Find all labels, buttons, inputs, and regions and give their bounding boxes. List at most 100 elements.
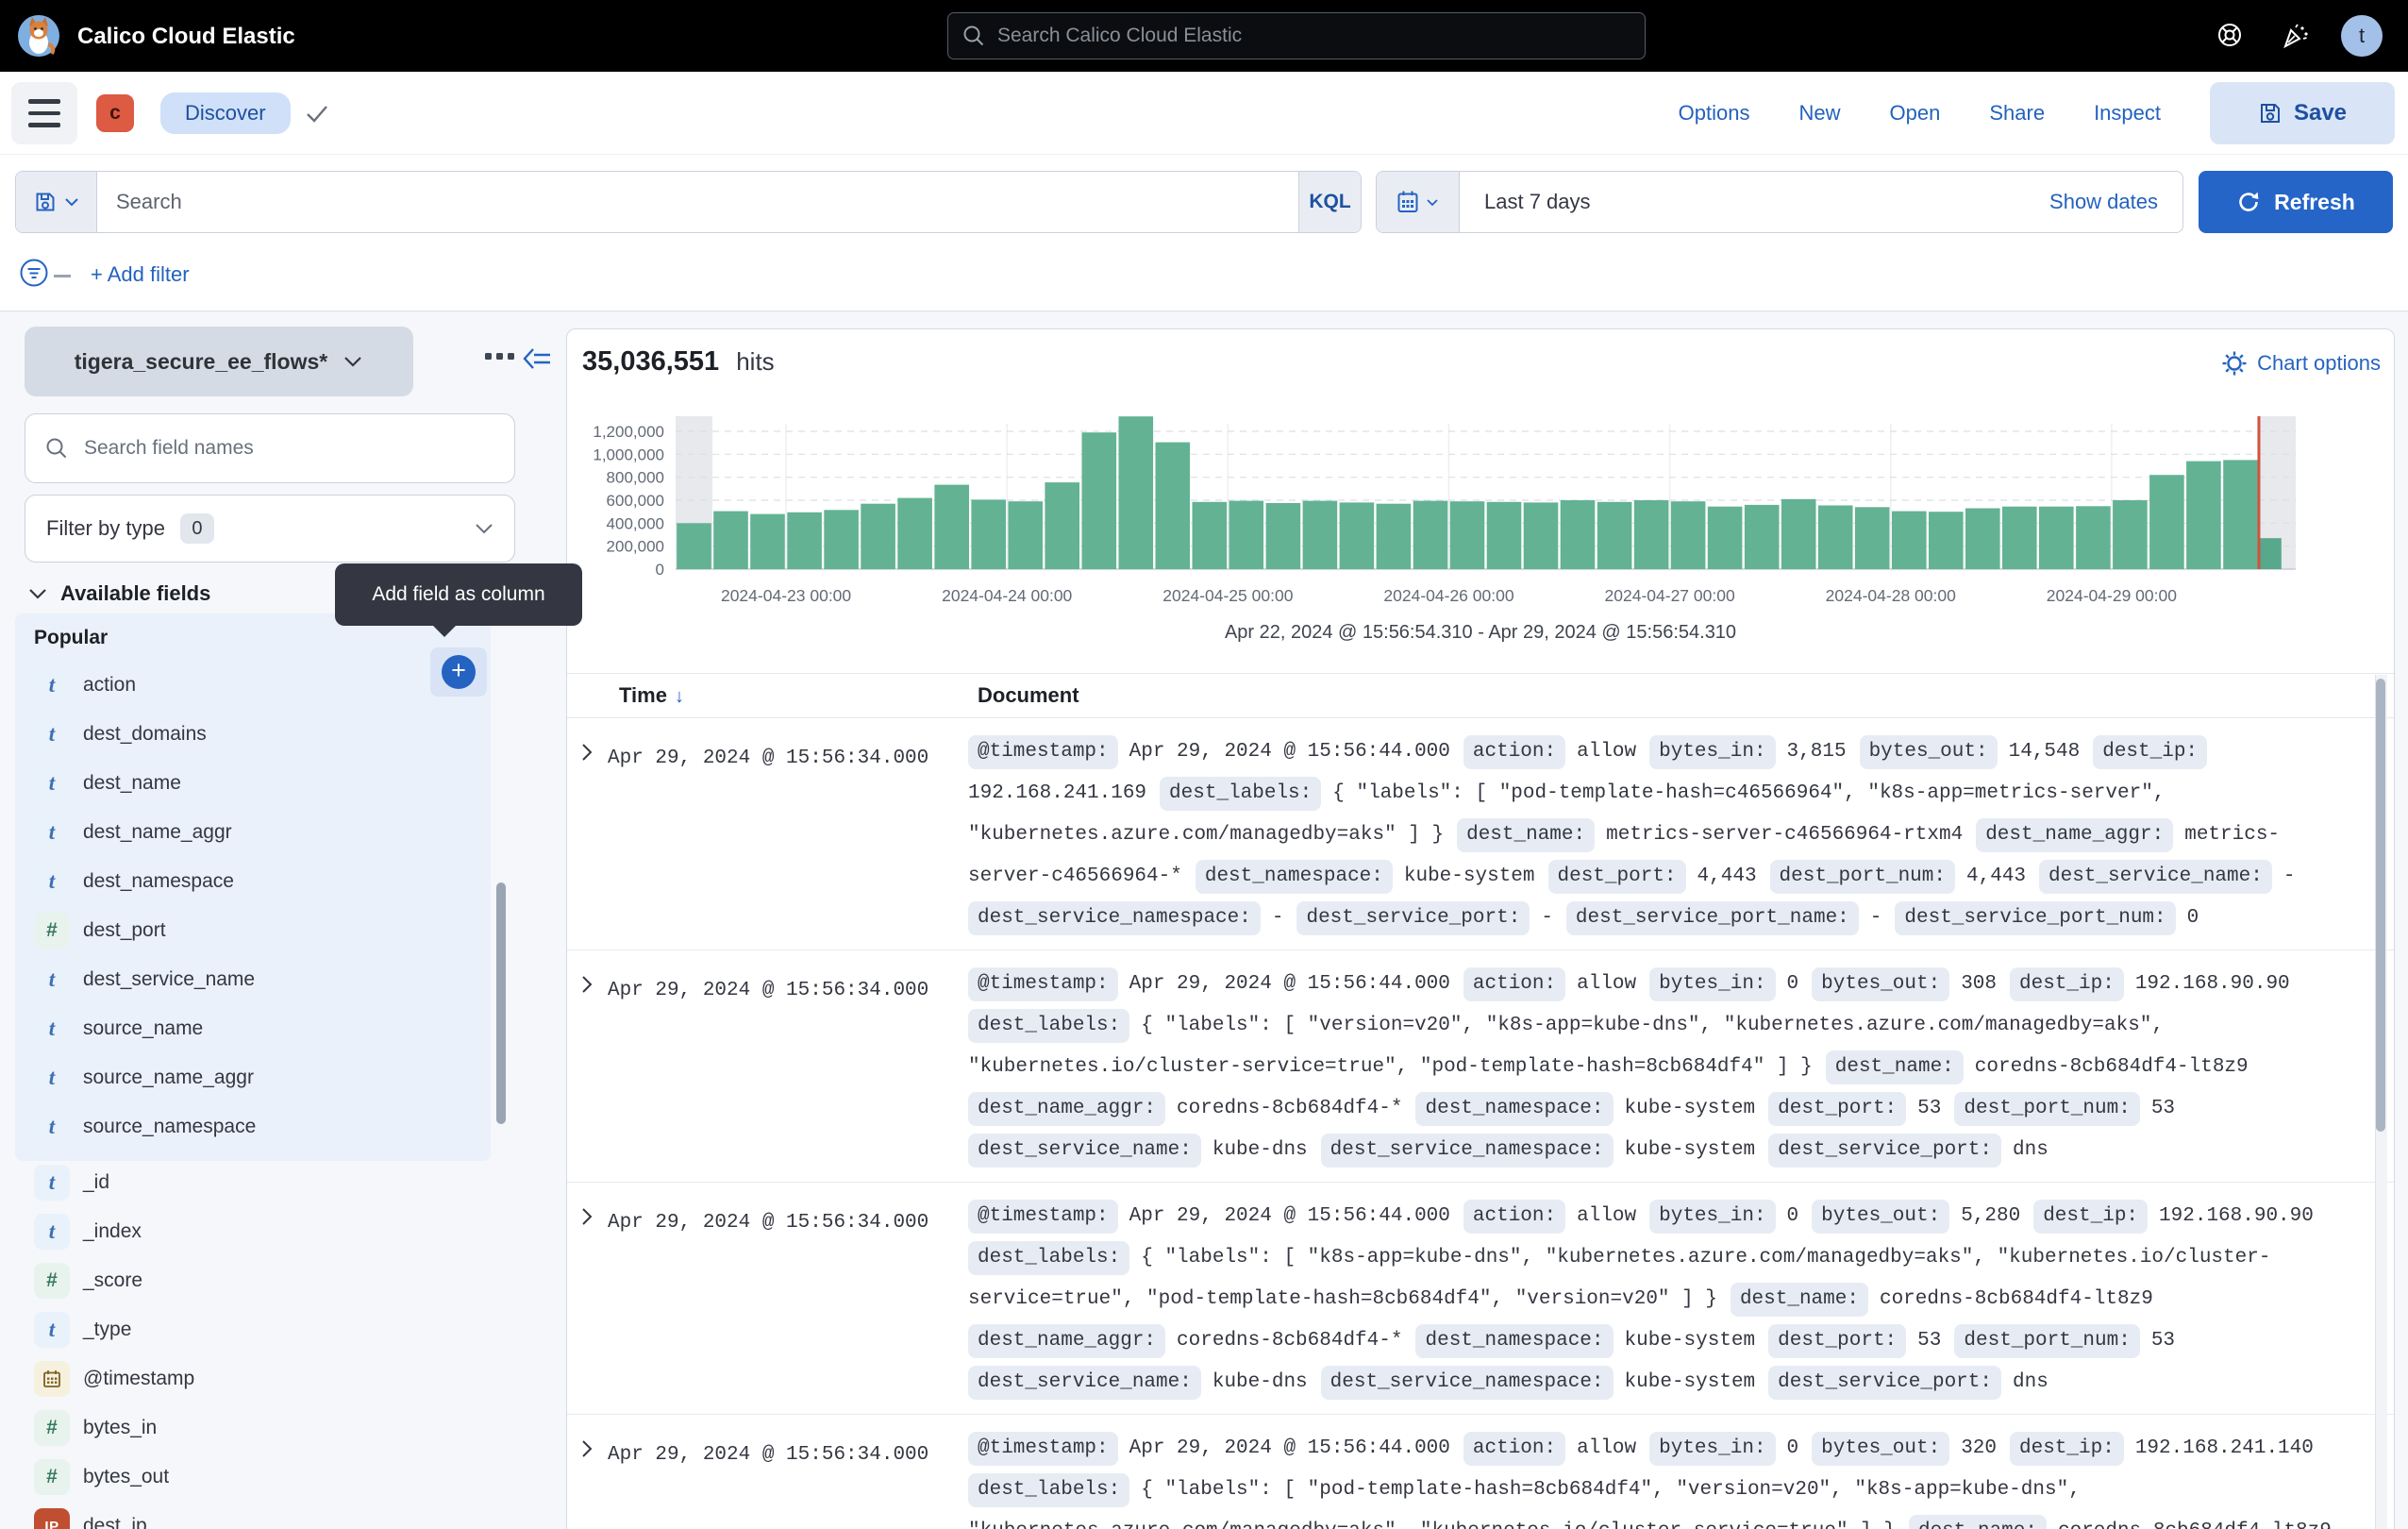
expand-chevron-icon[interactable]: [567, 964, 608, 995]
chevron-down-icon: [344, 357, 362, 367]
histogram-chart[interactable]: 0 200,000 400,000 600,000 800,000 1,000,000 1,…: [567, 412, 2388, 616]
field-item-source_name_aggr[interactable]: t source_name_aggr: [34, 1053, 491, 1102]
refresh-button[interactable]: Refresh: [2199, 171, 2393, 233]
doc-field-value: kube-system: [1624, 1371, 1756, 1393]
global-header: Calico Cloud Elastic t: [0, 0, 2408, 72]
grid-dots-icon[interactable]: [485, 353, 514, 360]
doc-field-value: 0: [1786, 1437, 1799, 1459]
field-name: dest_ip: [83, 1515, 147, 1529]
doc-field-value: 3,815: [1786, 741, 1847, 763]
field-item-@timestamp[interactable]: @timestamp: [34, 1354, 525, 1403]
table-scrollbar-thumb[interactable]: [2376, 679, 2385, 1132]
table-row: Apr 29, 2024 @ 15:56:34.000 @timestamp: Ap…: [567, 950, 2394, 1183]
menu-button[interactable]: [11, 82, 77, 144]
index-pattern-name: tigera_secure_ee_flows*: [74, 348, 328, 374]
doc-field-name: bytes_out:: [1812, 1200, 1950, 1234]
sidebar-scrollbar[interactable]: [496, 882, 506, 1124]
text-token-icon: t: [34, 1165, 70, 1201]
number-token-icon: #: [34, 1459, 70, 1495]
avatar[interactable]: t: [2341, 15, 2383, 57]
doc-field-name: dest_name_aggr:: [1976, 818, 2174, 852]
add-filter-button[interactable]: + Add filter: [91, 262, 190, 286]
svg-text:600,000: 600,000: [607, 492, 664, 510]
expand-chevron-icon[interactable]: [567, 1196, 608, 1227]
field-item-dest_name[interactable]: t dest_name: [34, 759, 491, 808]
field-item-dest_ip[interactable]: IP dest_ip: [34, 1502, 525, 1529]
doc-field-name: bytes_out:: [1812, 1432, 1950, 1466]
text-token-icon: t: [34, 716, 70, 752]
nav-link-new[interactable]: New: [1798, 101, 1841, 125]
doc-field-value: 0: [1786, 1205, 1799, 1227]
field-item-bytes_in[interactable]: # bytes_in: [34, 1403, 525, 1453]
expand-chevron-icon[interactable]: [567, 731, 608, 763]
svg-text:2024-04-25 00:00: 2024-04-25 00:00: [1162, 586, 1293, 605]
field-item-bytes_out[interactable]: # bytes_out: [34, 1453, 525, 1502]
field-item-_type[interactable]: t _type: [34, 1305, 525, 1354]
field-item-source_name[interactable]: t source_name: [34, 1004, 491, 1053]
field-item-_score[interactable]: # _score: [34, 1256, 525, 1305]
doc-field-name: dest_service_port:: [1768, 1134, 2001, 1168]
query-language-button[interactable]: KQL: [1298, 172, 1361, 232]
doc-field-name: dest_service_name:: [968, 1134, 1201, 1168]
field-name: dest_name_aggr: [83, 821, 232, 843]
chart-options-button[interactable]: Chart options: [2221, 350, 2381, 377]
doc-field-name: @timestamp:: [968, 1432, 1118, 1466]
field-item-dest_service_name[interactable]: t dest_service_name: [34, 955, 491, 1004]
field-name: dest_domains: [83, 723, 207, 745]
collapse-sidebar-icon[interactable]: [521, 345, 555, 372]
field-item-_id[interactable]: t _id: [34, 1158, 525, 1207]
field-item-dest_namespace[interactable]: t dest_namespace: [34, 857, 491, 906]
field-item-source_namespace[interactable]: t source_namespace: [34, 1102, 491, 1151]
refresh-button-label: Refresh: [2274, 189, 2355, 214]
doc-field-name: @timestamp:: [968, 735, 1118, 769]
time-range-value[interactable]: Last 7 days: [1484, 190, 1591, 213]
doc-field-name: bytes_in:: [1649, 1432, 1776, 1466]
news-icon[interactable]: [2281, 22, 2309, 50]
available-fields-header[interactable]: Available fields: [28, 581, 210, 606]
expand-chevron-icon[interactable]: [567, 1428, 608, 1459]
space-badge[interactable]: c: [96, 94, 134, 132]
nav-link-inspect[interactable]: Inspect: [2094, 101, 2161, 125]
search-icon: [962, 24, 986, 48]
doc-field-value: coredns-8cb684df4-lt8z9: [2058, 1521, 2332, 1529]
field-search-input[interactable]: [84, 437, 495, 460]
svg-text:2024-04-26 00:00: 2024-04-26 00:00: [1383, 586, 1513, 605]
doc-field-name: dest_service_port_name:: [1565, 901, 1859, 935]
doc-field-value: 53: [2150, 1330, 2176, 1352]
svg-text:400,000: 400,000: [607, 514, 664, 532]
nav-link-share[interactable]: Share: [1989, 101, 2046, 125]
field-item-_index[interactable]: t _index: [34, 1207, 525, 1256]
filter-sets-icon[interactable]: [17, 256, 51, 290]
help-icon[interactable]: [2216, 22, 2243, 48]
date-picker-menu-button[interactable]: [1377, 172, 1460, 232]
nav-link-options[interactable]: Options: [1678, 101, 1750, 125]
doc-field-value: 4,443: [1697, 865, 1757, 887]
doc-field-name: action:: [1463, 1200, 1566, 1234]
nav-link-open[interactable]: Open: [1889, 101, 1941, 125]
index-pattern-switcher[interactable]: tigera_secure_ee_flows*: [25, 327, 413, 396]
doc-field-name: dest_name:: [1825, 1050, 1964, 1084]
add-field-as-column-button[interactable]: +: [442, 655, 476, 689]
field-name: source_namespace: [83, 1116, 257, 1137]
chart-time-range-label: Apr 22, 2024 @ 15:56:54.310 - Apr 29, 20…: [1224, 622, 1737, 643]
global-search-input[interactable]: [947, 12, 1646, 59]
filter-by-type[interactable]: Filter by type 0: [25, 495, 515, 563]
field-item-dest_domains[interactable]: t dest_domains: [34, 710, 491, 759]
field-item-action[interactable]: t action: [34, 661, 491, 710]
saved-query-menu-button[interactable]: [16, 172, 97, 232]
text-token-icon: t: [34, 667, 70, 703]
field-search: [25, 413, 515, 483]
breadcrumb-discover[interactable]: Discover: [160, 92, 291, 134]
popular-field-list: t action t dest_domains t dest_name t dest_name…: [34, 661, 491, 1151]
doc-field-name: @timestamp:: [968, 1200, 1118, 1234]
field-item-dest_name_aggr[interactable]: t dest_name_aggr: [34, 808, 491, 857]
doc-field-name: dest_service_namespace:: [1320, 1366, 1614, 1400]
column-header-time[interactable]: Time ↓: [619, 683, 684, 707]
save-button[interactable]: Save: [2210, 82, 2395, 144]
doc-field-name: bytes_out:: [1812, 967, 1950, 1001]
kql-search-input[interactable]: [97, 172, 1298, 232]
field-name: dest_name: [83, 772, 181, 794]
show-dates-link[interactable]: Show dates: [2049, 190, 2158, 213]
field-item-dest_port[interactable]: # dest_port: [34, 906, 491, 955]
doc-field-name: action:: [1463, 1432, 1566, 1466]
